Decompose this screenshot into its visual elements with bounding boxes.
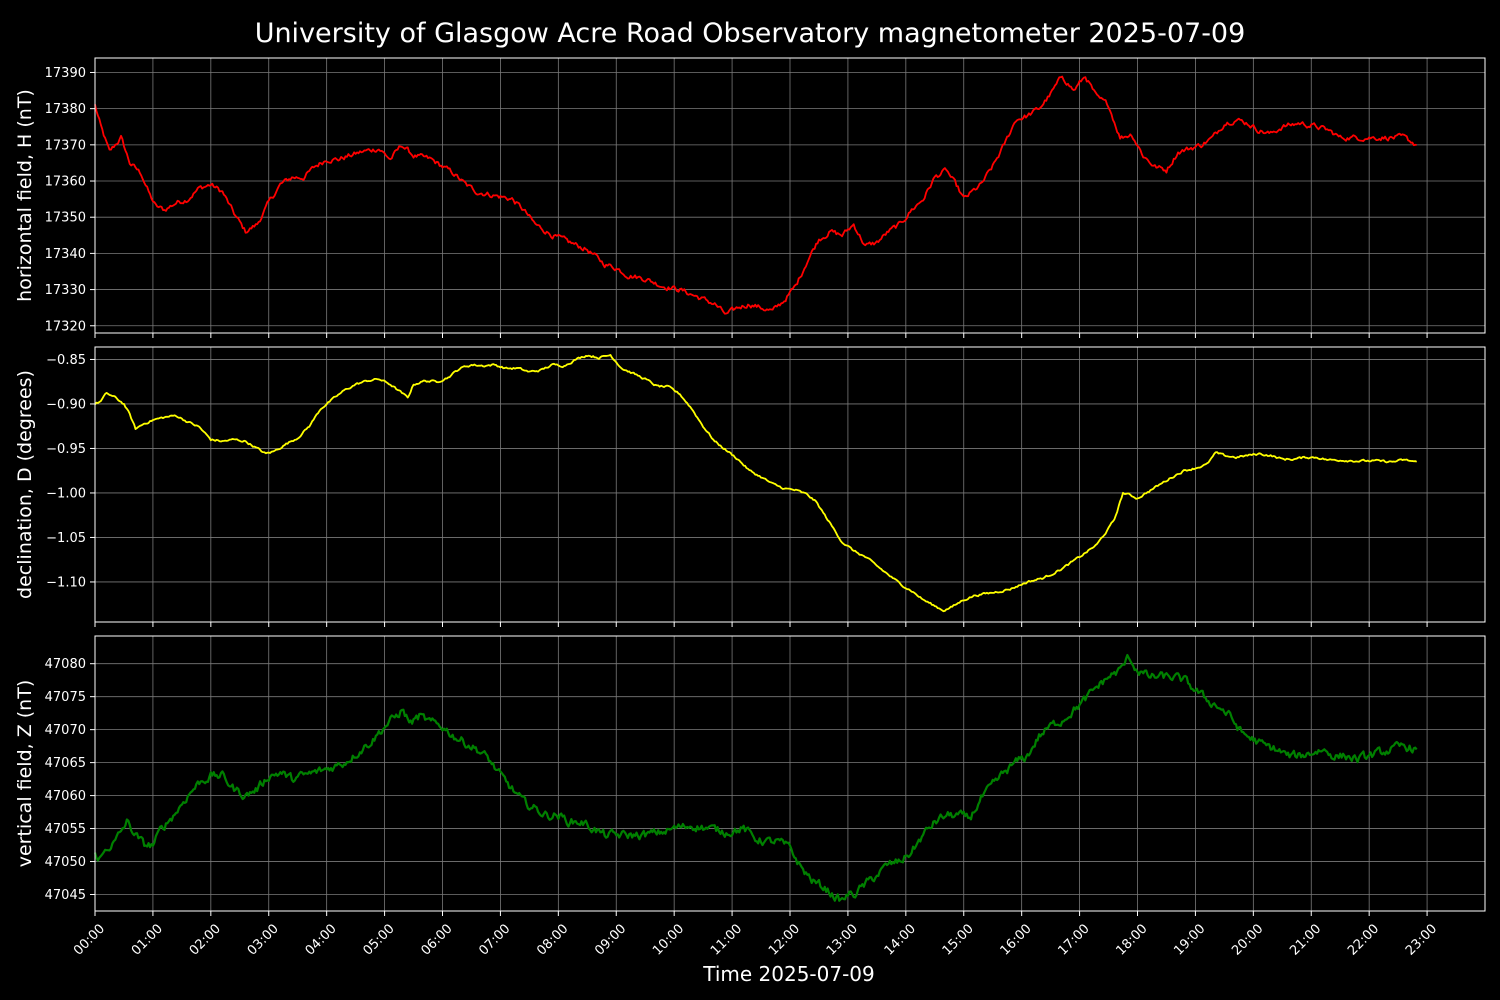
- y-tick-label: 47075: [45, 690, 86, 705]
- y-tick-label: 17390: [45, 66, 86, 81]
- x-tick-label: 02:00: [187, 921, 224, 958]
- y-tick-label: 17340: [45, 247, 86, 262]
- y-tick-label: 47065: [45, 756, 86, 771]
- x-tick-label: 01:00: [129, 921, 166, 958]
- vertical-grid: [94, 636, 1485, 911]
- x-tick-label: 21:00: [1287, 921, 1324, 958]
- x-tick-label: 09:00: [592, 921, 629, 958]
- horizontal-series-line: [94, 75, 1417, 315]
- x-tick-label: 15:00: [940, 921, 977, 958]
- declination-grid: [94, 347, 1485, 622]
- x-tick-label: 18:00: [1113, 921, 1150, 958]
- declination-series-line: [94, 354, 1418, 613]
- figure-title: University of Glasgow Acre Road Observat…: [255, 18, 1246, 49]
- x-tick-label: 04:00: [303, 921, 340, 958]
- x-tick-label: 17:00: [1056, 921, 1093, 958]
- x-axis-label: Time 2025-07-09: [702, 962, 875, 986]
- y-tick-label: 47080: [45, 657, 86, 672]
- y-axis-label: vertical field, Z (nT): [14, 680, 36, 868]
- declination-panel: −1.10 −1.05 −1.00 −0.95 −0.90 −0.85 declinatio…: [14, 346, 1486, 627]
- y-tick-label: −0.85: [46, 353, 86, 368]
- y-tick-label: −1.10: [46, 575, 86, 590]
- x-tick-label: 16:00: [998, 921, 1035, 958]
- horizontal-panel: 17320 17330 17340 17350 17360 17370 17380 17390…: [14, 57, 1486, 338]
- x-tick-label: 05:00: [361, 921, 398, 958]
- y-tick-label: 47045: [45, 888, 86, 903]
- y-tick-label: 17370: [45, 138, 86, 153]
- vertical-series-line: [93, 653, 1418, 902]
- y-tick-label: 17320: [45, 319, 86, 334]
- y-tick-label: 17350: [45, 211, 86, 226]
- y-tick-label: 47050: [45, 855, 86, 870]
- x-tick-label: 10:00: [650, 921, 687, 958]
- x-tick-label: 13:00: [824, 921, 861, 958]
- x-tick-label: 03:00: [245, 921, 282, 958]
- x-tick-label: 14:00: [882, 921, 919, 958]
- y-tick-label: 17360: [45, 175, 86, 190]
- horizontal-grid: [94, 58, 1485, 333]
- y-tick-label: −0.95: [46, 442, 86, 457]
- x-tick-label: 11:00: [708, 921, 745, 958]
- panels: 17320 17330 17340 17350 17360 17370 17380 17390…: [14, 57, 1486, 959]
- x-tick-label: 08:00: [534, 921, 571, 958]
- x-tick-label: 00:00: [71, 921, 108, 958]
- x-tick-label: 12:00: [766, 921, 803, 958]
- x-tick-label: 22:00: [1345, 921, 1382, 958]
- y-tick-label: −1.00: [46, 486, 86, 501]
- x-tick-label: 19:00: [1171, 921, 1208, 958]
- y-tick-label: 47060: [45, 789, 86, 804]
- x-tick-label: 20:00: [1229, 921, 1266, 958]
- x-tick-label: 06:00: [418, 921, 455, 958]
- y-axis-label: horizontal field, H (nT): [14, 89, 36, 302]
- y-tick-label: −0.90: [46, 397, 86, 412]
- y-tick-label: 47070: [45, 723, 86, 738]
- y-tick-label: 17380: [45, 102, 86, 117]
- x-tick-labels: 00:00 01:00 02:00 03:00 04:00 05:00 06:00 07:00…: [71, 921, 1440, 958]
- y-tick-label: 17330: [45, 283, 86, 298]
- y-tick-label: −1.05: [46, 531, 86, 546]
- x-tick-label: 23:00: [1403, 921, 1440, 958]
- y-axis-label: declination, D (degrees): [14, 370, 36, 599]
- vertical-panel: 47045 47050 47055 47060 47065 47070 47075 47080…: [14, 635, 1486, 916]
- y-tick-label: 47055: [45, 822, 86, 837]
- x-tick-label: 07:00: [476, 921, 513, 958]
